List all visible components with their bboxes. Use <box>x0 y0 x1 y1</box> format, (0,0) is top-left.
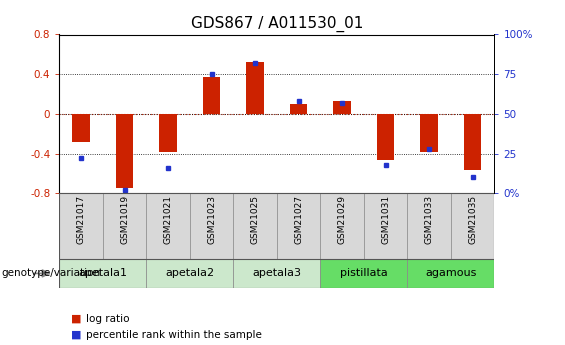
Bar <box>320 193 364 259</box>
Text: GSM21031: GSM21031 <box>381 195 390 244</box>
Bar <box>72 114 90 141</box>
Text: GSM21029: GSM21029 <box>338 195 346 244</box>
Bar <box>103 193 146 259</box>
Text: agamous: agamous <box>425 268 476 278</box>
Bar <box>203 77 220 114</box>
Bar <box>290 104 307 114</box>
Bar <box>146 193 190 259</box>
Text: GSM21021: GSM21021 <box>164 195 172 244</box>
Text: GSM21027: GSM21027 <box>294 195 303 244</box>
Bar <box>233 259 320 288</box>
Text: apetala3: apetala3 <box>253 268 301 278</box>
Text: GSM21035: GSM21035 <box>468 195 477 244</box>
Title: GDS867 / A011530_01: GDS867 / A011530_01 <box>190 16 363 32</box>
Bar <box>333 101 351 114</box>
Bar <box>116 114 133 188</box>
Text: ■: ■ <box>71 330 81 339</box>
Bar <box>377 114 394 160</box>
Bar <box>59 259 146 288</box>
Bar <box>277 193 320 259</box>
Bar <box>233 193 277 259</box>
Text: percentile rank within the sample: percentile rank within the sample <box>86 330 262 339</box>
Bar <box>451 193 494 259</box>
Text: pistillata: pistillata <box>340 268 388 278</box>
Text: GSM21033: GSM21033 <box>425 195 433 244</box>
Bar <box>464 114 481 170</box>
Bar <box>407 259 494 288</box>
Text: GSM21019: GSM21019 <box>120 195 129 244</box>
Text: apetala1: apetala1 <box>79 268 127 278</box>
Text: apetala2: apetala2 <box>166 268 214 278</box>
Bar <box>320 259 407 288</box>
Bar <box>159 114 177 151</box>
Bar <box>246 62 264 114</box>
Text: GSM21023: GSM21023 <box>207 195 216 244</box>
Text: GSM21025: GSM21025 <box>251 195 259 244</box>
Bar <box>420 114 438 151</box>
Bar <box>407 193 451 259</box>
Text: genotype/variation: genotype/variation <box>1 268 100 278</box>
Text: ■: ■ <box>71 314 81 324</box>
Bar <box>190 193 233 259</box>
Text: log ratio: log ratio <box>86 314 130 324</box>
Text: GSM21017: GSM21017 <box>77 195 85 244</box>
Bar <box>146 259 233 288</box>
Bar <box>59 193 103 259</box>
Bar <box>364 193 407 259</box>
